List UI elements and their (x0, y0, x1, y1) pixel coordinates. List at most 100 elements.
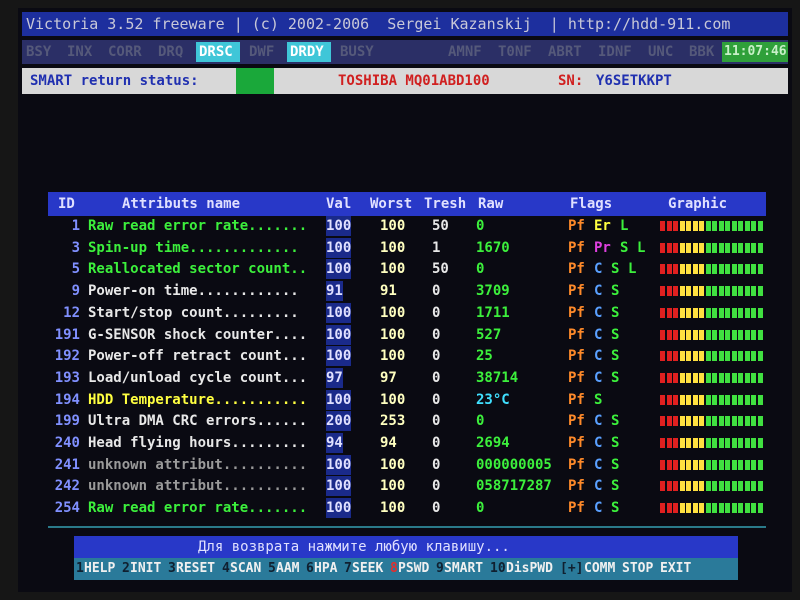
graphic-block (718, 307, 724, 318)
attr-flag: Pr (594, 239, 611, 256)
key-label[interactable]: HPA (314, 561, 338, 576)
attr-worst: 100 (380, 304, 406, 321)
graphic-block (660, 221, 665, 231)
attr-flag: Pf (568, 304, 585, 321)
key-label[interactable]: HELP (84, 561, 116, 576)
key-number[interactable]: 5 (268, 561, 276, 576)
graphic-block (712, 503, 717, 514)
key-label[interactable]: SEEK (352, 561, 384, 576)
attr-flag: Er (594, 218, 611, 234)
graphic-block (731, 329, 737, 340)
graphic-block (692, 329, 698, 340)
graphic-block (666, 503, 672, 514)
graphic-block (686, 351, 691, 362)
graphic-block (699, 372, 704, 383)
graphic-block (692, 459, 698, 470)
graphic-block (751, 264, 756, 275)
graphic-block (679, 329, 685, 340)
graphic-block (718, 286, 724, 297)
graphic-block (757, 503, 763, 514)
attr-flag: Pf (568, 435, 585, 451)
graphic-block (679, 503, 685, 514)
graphic-block (705, 481, 711, 492)
graphic-block (738, 416, 743, 427)
key-label[interactable]: AAM (276, 561, 300, 576)
graphic-block (757, 242, 763, 253)
attr-raw: 3709 (476, 283, 510, 300)
footer-bar (74, 536, 738, 558)
graphic-block (705, 416, 711, 427)
status-flag: AMNF (448, 44, 482, 60)
attr-flag: C (594, 456, 603, 473)
attr-val: 100 (326, 389, 352, 410)
key-number[interactable]: 2 (122, 561, 130, 576)
graphic-block (673, 438, 678, 448)
key-label[interactable]: SCAN (230, 561, 262, 576)
table-divider (48, 525, 766, 528)
attr-flag: Pf (568, 326, 585, 343)
graphic-block (751, 329, 756, 340)
status-flag-bg (287, 42, 331, 62)
graphic-block (699, 307, 704, 318)
graphic-block (725, 264, 730, 275)
key-number[interactable]: 10 (490, 561, 506, 576)
key-label[interactable]: DisPWD (506, 561, 553, 576)
title: Victoria 3.52 freeware | (c) 2002-2006 S… (26, 15, 731, 33)
attr-flag: Pf (568, 413, 585, 430)
key-number[interactable]: [+] (560, 561, 584, 576)
graphic-block (744, 351, 750, 362)
key-label[interactable]: SMART (444, 561, 484, 576)
key-number[interactable]: 9 (436, 561, 444, 576)
graphic-block (751, 459, 756, 470)
attr-worst: 100 (380, 456, 406, 473)
key-number[interactable]: 3 (168, 561, 176, 576)
graphic-block (660, 372, 665, 383)
graphic-block (686, 438, 691, 448)
key-number[interactable]: 8 (390, 561, 398, 576)
key-number[interactable]: 4 (222, 561, 230, 576)
key-label[interactable]: INIT (130, 561, 162, 576)
key-label[interactable]: PSWD (398, 561, 430, 576)
graphic-block (744, 503, 750, 514)
key-label[interactable]: EXIT (660, 561, 692, 576)
attr-flag: C (594, 413, 603, 430)
graphic-block (744, 307, 750, 318)
status-flag: BBK (689, 44, 715, 60)
key-label[interactable]: RESET (176, 561, 216, 576)
attr-name: G-SENSOR shock counter.... (88, 326, 308, 343)
graphic-block (718, 372, 724, 383)
graphic-block (738, 307, 743, 318)
attr-flag: S (611, 435, 620, 451)
attr-flag: L (620, 218, 629, 234)
graphic-block (731, 221, 737, 231)
graphic-block (686, 264, 691, 275)
key-number[interactable]: 6 (306, 561, 314, 576)
graphic-block (679, 221, 685, 231)
graphic-block (673, 416, 678, 427)
graphic-block (744, 242, 750, 253)
graphic-block (751, 394, 756, 405)
status-flag-bg (196, 42, 240, 62)
graphic-block (699, 459, 704, 470)
attr-raw: 2694 (476, 435, 510, 451)
key-label[interactable]: COMM (584, 561, 616, 576)
graphic-block (725, 459, 730, 470)
key-number[interactable]: 1 (76, 561, 84, 576)
graphic-block (744, 416, 750, 427)
attr-id: 191 (54, 326, 80, 343)
key-label[interactable]: STOP (622, 561, 654, 576)
key-number[interactable]: 7 (344, 561, 352, 576)
graphic-block (738, 438, 743, 448)
attr-flag: S (611, 283, 620, 300)
status-flag: DRDY (290, 44, 324, 60)
graphic-block (718, 351, 724, 362)
graphic-block (673, 242, 678, 253)
attr-flag: Pf (568, 218, 585, 234)
graphic-block (673, 307, 678, 318)
attr-flag: Pf (568, 348, 585, 365)
graphic-block (692, 438, 698, 448)
graphic-block (660, 329, 665, 340)
attr-val: 97 (326, 367, 343, 388)
column-header: ID (58, 196, 75, 212)
graphic-block (718, 503, 724, 514)
